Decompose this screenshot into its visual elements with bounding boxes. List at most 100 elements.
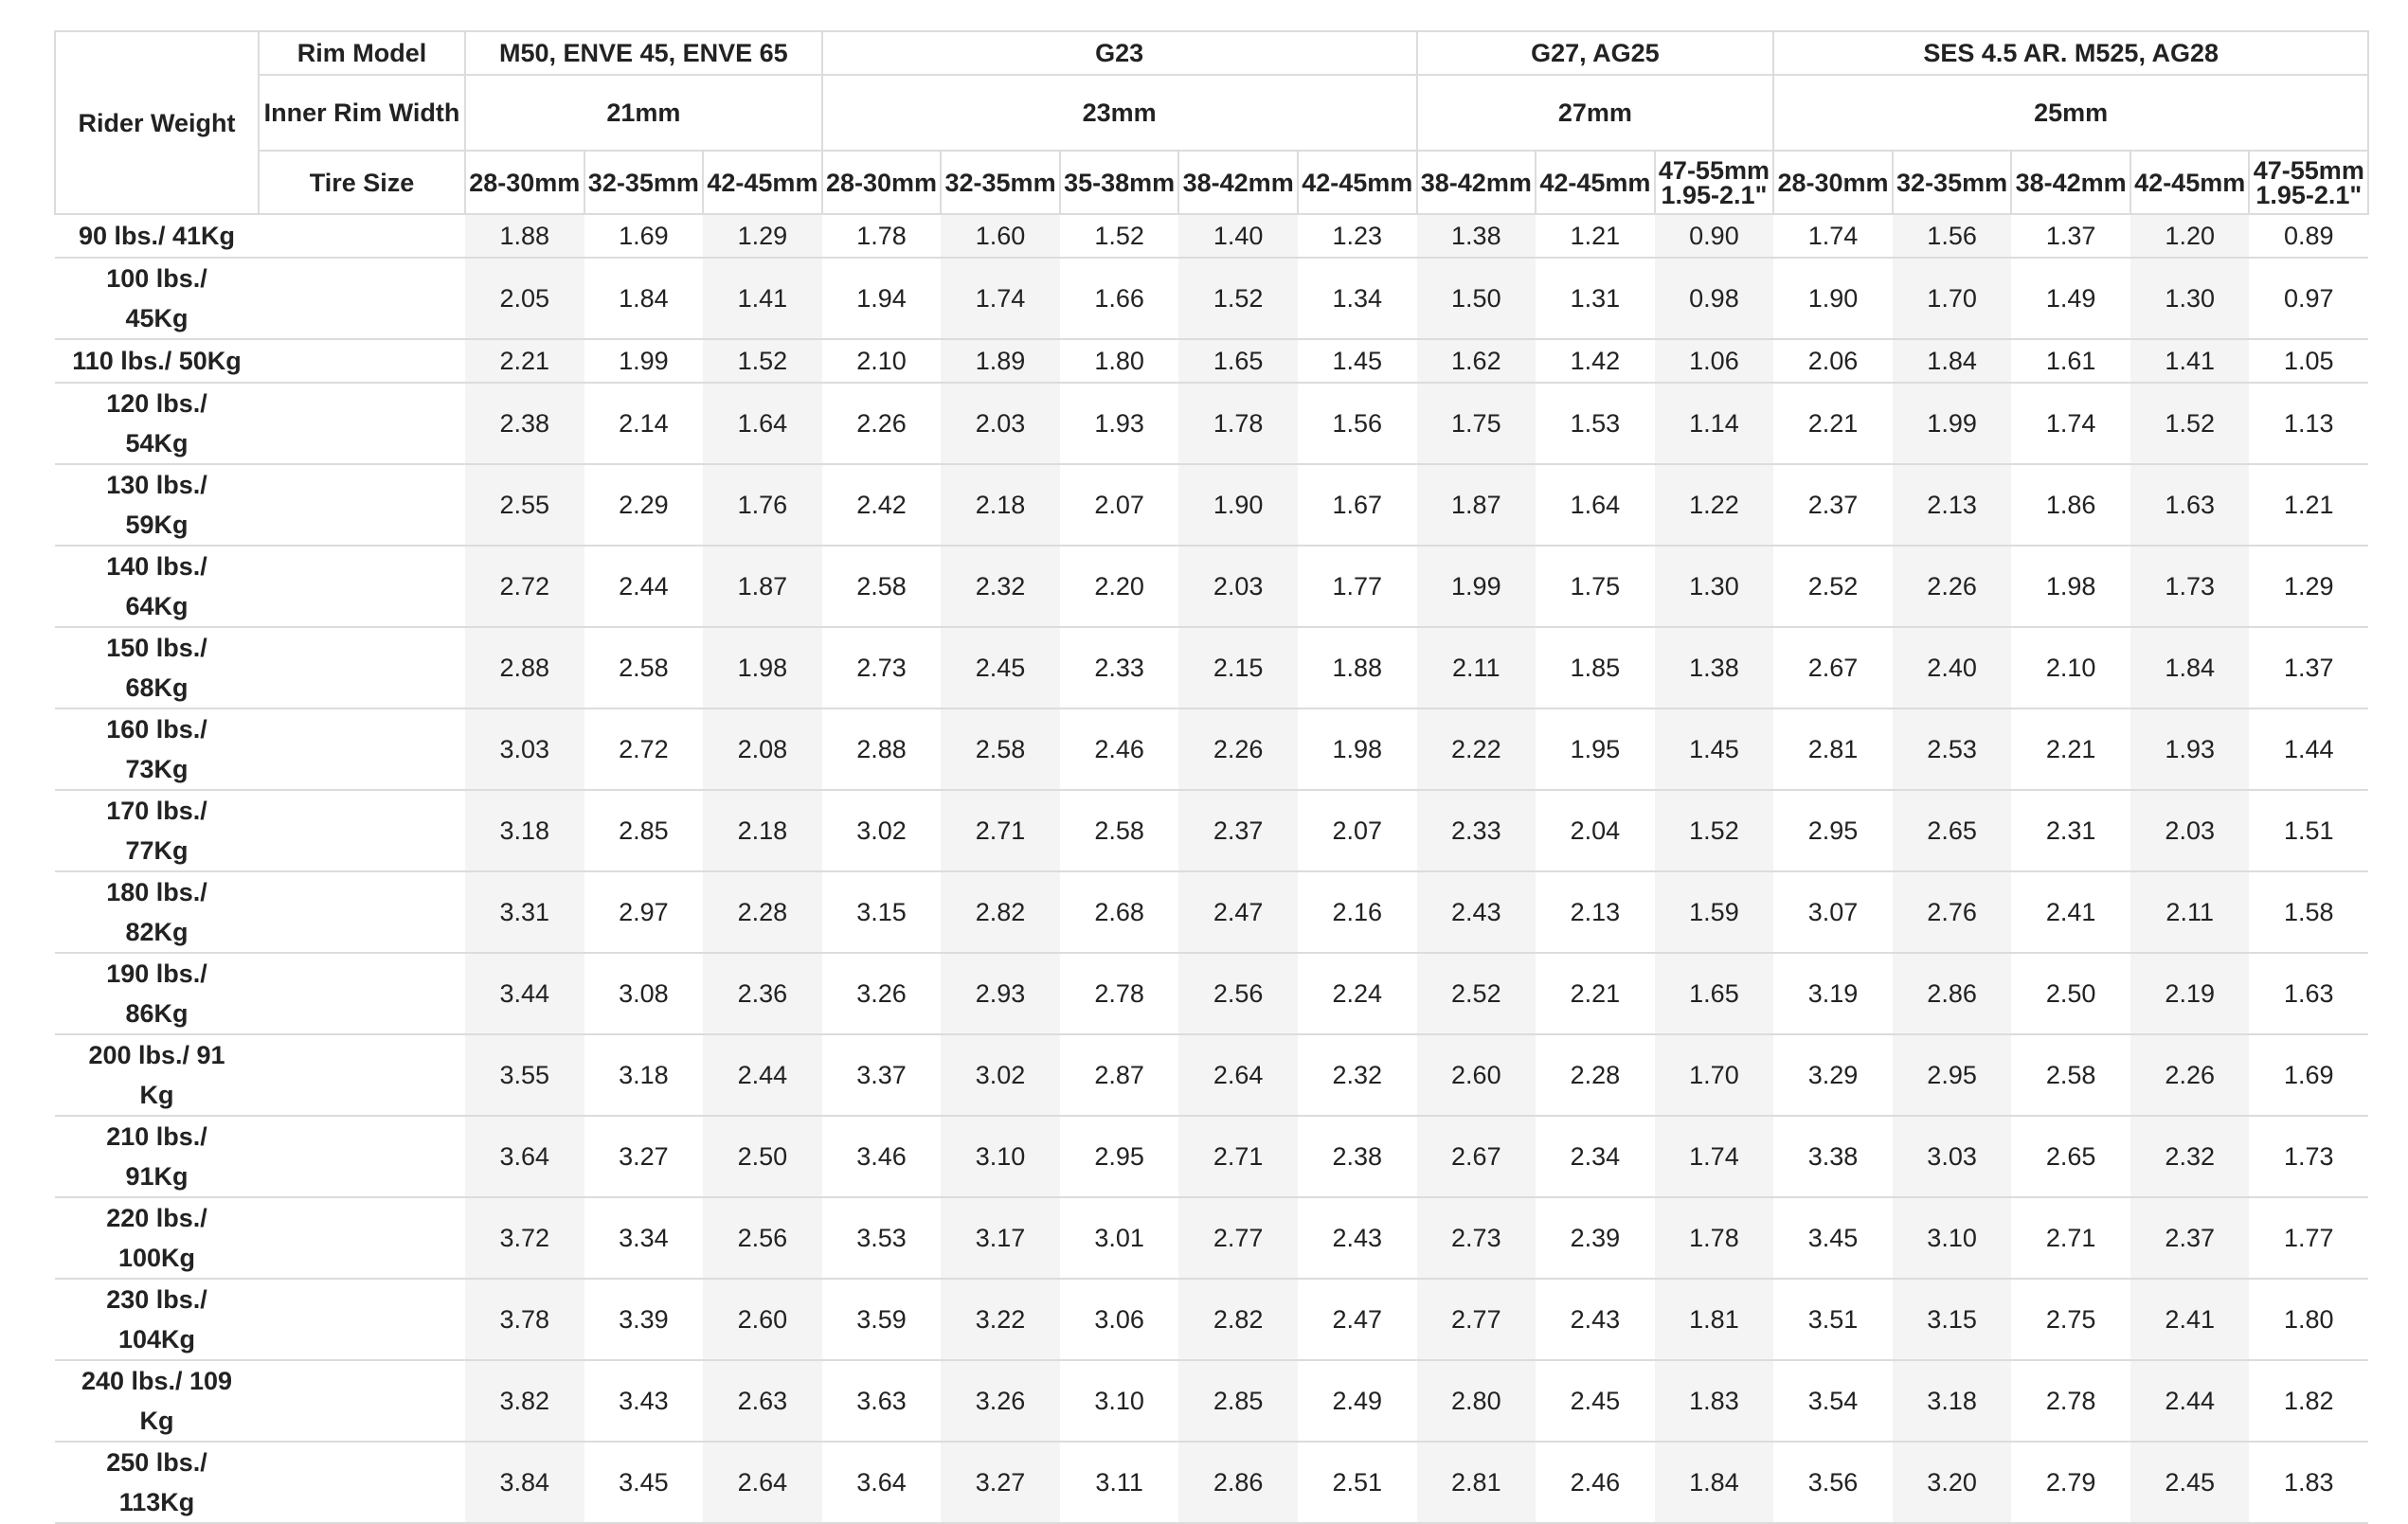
empty-cell [259, 1442, 465, 1524]
pressure-value: 2.46 [1059, 708, 1179, 791]
pressure-value: 1.65 [1178, 339, 1298, 384]
pressure-value: 1.30 [2129, 258, 2250, 340]
empty-cell [259, 1360, 465, 1443]
rider-weight: 210 lbs./ 91Kg [55, 1116, 259, 1198]
pressure-value: 3.02 [821, 790, 942, 872]
pressure-value: 1.95 [1536, 708, 1655, 791]
pressure-value: 1.30 [1654, 546, 1774, 628]
pressure-value: 2.04 [1536, 790, 1655, 872]
pressure-value: 3.08 [584, 953, 704, 1035]
pressure-value: 3.59 [821, 1279, 942, 1361]
pressure-value: 3.20 [1892, 1442, 2012, 1524]
pressure-value: 2.11 [2129, 871, 2250, 954]
rider-weight: 200 lbs./ 91 Kg [55, 1034, 259, 1117]
pressure-value: 2.95 [1059, 1116, 1179, 1198]
pressure-value: 3.19 [1773, 953, 1893, 1035]
rider-weight: 220 lbs./ 100Kg [55, 1197, 259, 1280]
pressure-value: 2.26 [2129, 1034, 2250, 1117]
empty-cell [259, 383, 465, 465]
pressure-value: 3.03 [465, 708, 584, 791]
tire-size: 32-35mm [1891, 150, 2013, 215]
empty-cell [259, 1197, 465, 1280]
pressure-value: 2.26 [821, 383, 942, 465]
row: 230 lbs./ 104Kg 3.78 3.39 2.60 3.59 3.22 3.06 2… [55, 1279, 2369, 1361]
row: 190 lbs./ 86Kg 3.44 3.08 2.36 3.26 2.93 2.78 2.… [55, 953, 2369, 1035]
empty-cell [259, 953, 465, 1035]
pressure-value: 2.39 [1536, 1197, 1655, 1280]
pressure-value: 3.06 [1059, 1279, 1179, 1361]
pressure-value: 1.38 [1416, 214, 1536, 259]
pressure-value: 2.26 [1178, 708, 1298, 791]
pressure-value: 1.84 [1892, 339, 2012, 384]
rider-weight: 150 lbs./ 68Kg [55, 627, 259, 709]
pressure-value: 2.37 [1773, 464, 1893, 547]
pressure-value: 2.95 [1892, 1034, 2012, 1117]
pressure-value: 1.52 [1654, 790, 1774, 872]
pressure-value: 3.10 [1892, 1197, 2012, 1280]
pressure-value: 2.05 [465, 258, 584, 340]
pressure-value: 2.21 [1773, 383, 1893, 465]
pressure-value: 1.73 [2129, 546, 2250, 628]
pressure-value: 3.39 [584, 1279, 704, 1361]
pressure-value: 1.34 [1297, 258, 1417, 340]
empty-cell [259, 1116, 465, 1198]
pressure-value: 1.77 [2249, 1197, 2369, 1280]
pressure-value: 2.65 [2011, 1116, 2130, 1198]
pressure-value: 1.14 [1654, 383, 1774, 465]
pressure-value: 2.14 [584, 383, 704, 465]
rider-weight: 250 lbs./ 113Kg [55, 1442, 259, 1524]
pressure-table: Rider Weight Rim Model M50, ENVE 45, ENVE … [54, 30, 2370, 1524]
pressure-value: 1.29 [703, 214, 822, 259]
pressure-value: 2.31 [2011, 790, 2130, 872]
pressure-value: 2.07 [1059, 464, 1179, 547]
pressure-value: 2.47 [1297, 1279, 1417, 1361]
pressure-value: 2.55 [465, 464, 584, 547]
rim-model: SES 4.5 AR. M525, AG28 [1772, 30, 2370, 76]
pressure-value: 2.67 [1773, 627, 1893, 709]
pressure-value: 2.20 [1059, 546, 1179, 628]
pressure-value: 2.15 [1178, 627, 1298, 709]
pressure-value: 1.87 [1416, 464, 1536, 547]
pressure-value: 2.33 [1059, 627, 1179, 709]
pressure-value: 2.52 [1416, 953, 1536, 1035]
pressure-value: 2.08 [703, 708, 822, 791]
rider-weight: 100 lbs./ 45Kg [55, 258, 259, 340]
pressure-value: 1.74 [1773, 214, 1893, 259]
pressure-value: 2.43 [1297, 1197, 1417, 1280]
pressure-value: 1.69 [584, 214, 704, 259]
pressure-value: 1.37 [2011, 214, 2130, 259]
pressure-value: 3.27 [941, 1442, 1060, 1524]
pressure-value: 3.78 [465, 1279, 584, 1361]
pressure-value: 1.70 [1892, 258, 2012, 340]
pressure-value: 2.24 [1297, 953, 1417, 1035]
pressure-value: 3.15 [821, 871, 942, 954]
rim-model: G23 [820, 30, 1418, 76]
pressure-value: 2.45 [2129, 1442, 2250, 1524]
pressure-value: 3.63 [821, 1360, 942, 1443]
pressure-value: 1.82 [2249, 1360, 2369, 1443]
pressure-value: 2.45 [1536, 1360, 1655, 1443]
pressure-value: 2.36 [703, 953, 822, 1035]
pressure-value: 2.49 [1297, 1360, 1417, 1443]
pressure-value: 2.38 [465, 383, 584, 465]
pressure-value: 1.37 [2249, 627, 2369, 709]
rider-weight: 160 lbs./ 73Kg [55, 708, 259, 791]
inner-rim-width: 27mm [1415, 74, 1775, 152]
pressure-value: 1.61 [2011, 339, 2130, 384]
pressure-value: 1.73 [2249, 1116, 2369, 1198]
pressure-value: 1.64 [703, 383, 822, 465]
pressure-value: 1.88 [1297, 627, 1417, 709]
tire-size: 38-42mm [2010, 150, 2131, 215]
pressure-value: 1.53 [1536, 383, 1655, 465]
pressure-value: 2.28 [703, 871, 822, 954]
pressure-value: 1.84 [2129, 627, 2250, 709]
pressure-value: 2.87 [1059, 1034, 1179, 1117]
tire-size-label: Tire Size [258, 150, 466, 215]
rider-weight: 120 lbs./ 54Kg [55, 383, 259, 465]
row: 130 lbs./ 59Kg 2.55 2.29 1.76 2.42 2.18 2.07 1.… [55, 464, 2369, 547]
tire-size: 32-35mm [940, 150, 1061, 215]
pressure-value: 1.23 [1297, 214, 1417, 259]
empty-cell [259, 627, 465, 709]
pressure-value: 2.71 [1178, 1116, 1298, 1198]
pressure-value: 2.60 [1416, 1034, 1536, 1117]
